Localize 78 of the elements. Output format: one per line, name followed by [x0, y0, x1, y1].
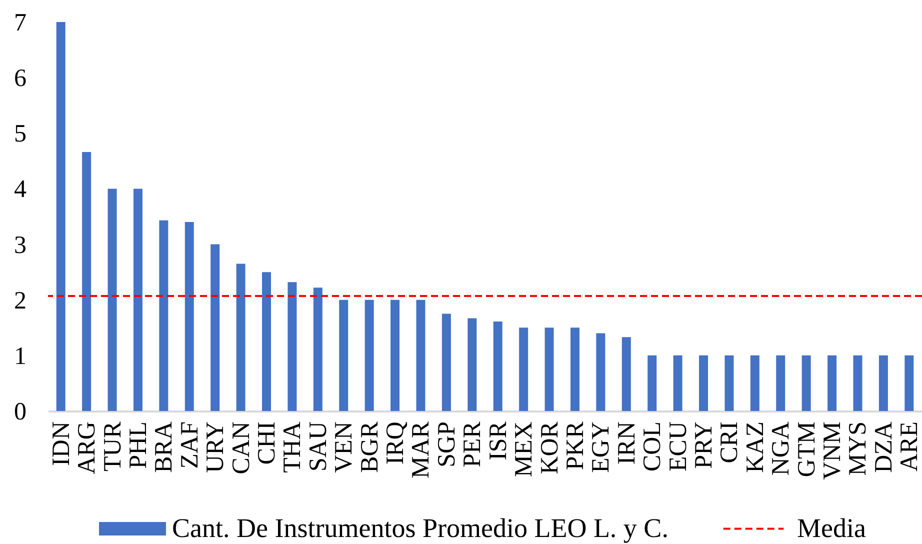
x-tick-label: EGY [588, 422, 615, 473]
bar [442, 314, 451, 411]
x-tick-label: MYS [844, 422, 872, 476]
y-tick-label: 3 [14, 232, 26, 259]
bar [544, 328, 554, 411]
bar [904, 355, 914, 411]
x-tick-label: GTM [793, 422, 820, 478]
x-tick-label: CAN [228, 422, 255, 474]
bar [159, 220, 168, 411]
x-tick-label: IDN [48, 422, 75, 466]
bar [828, 355, 837, 411]
x-tick-label: BGR [356, 421, 384, 473]
bar [596, 333, 606, 411]
x-tick-label: ARG [74, 422, 101, 474]
x-tick-label: IRN [613, 422, 640, 465]
bar [750, 355, 760, 411]
legend-label: Cant. De Instrumentos Promedio LEO L. y C. [172, 512, 668, 543]
y-tick-label: 6 [14, 65, 26, 92]
x-tick-label: PRY [690, 422, 718, 469]
bar [724, 355, 734, 411]
y-tick-label: 1 [14, 342, 26, 370]
bar [262, 272, 271, 411]
bar [390, 300, 400, 411]
bar [673, 355, 682, 411]
bar [468, 318, 477, 411]
bar [339, 300, 348, 411]
bar [236, 264, 246, 411]
bar [108, 188, 117, 411]
y-tick-label: 0 [14, 398, 26, 426]
x-tick-label: ISR [484, 421, 512, 460]
bar [184, 222, 194, 411]
x-tick-label: DZA [870, 422, 898, 473]
y-tick-label: 2 [14, 287, 26, 314]
x-tick-label: COL [639, 422, 666, 472]
bar [56, 22, 66, 411]
x-tick-label: SAU [304, 422, 332, 472]
bar [802, 355, 811, 411]
bar [133, 188, 142, 411]
x-tick-label: TUR [99, 421, 126, 472]
x-tick-label: THA [279, 422, 306, 473]
bar [622, 337, 631, 411]
bar [82, 152, 92, 411]
x-tick-label: SGP [433, 422, 460, 468]
x-tick-label: PHL [124, 422, 152, 469]
x-tick-label: ARE [896, 422, 922, 472]
x-tick-label: VNM [819, 422, 846, 480]
x-tick-label: URY [202, 422, 230, 473]
bar [313, 288, 322, 411]
y-tick-label: 4 [14, 176, 27, 204]
x-tick-label: MEX [510, 422, 538, 478]
bar [776, 355, 786, 411]
x-tick-label: PER [459, 421, 486, 468]
x-tick-label: PKR [562, 421, 589, 470]
x-tick-label: IRQ [382, 422, 410, 465]
bar [288, 282, 297, 411]
bar [570, 328, 580, 411]
bar [519, 328, 528, 411]
x-tick-label: VEN [330, 422, 358, 473]
bar [493, 322, 502, 411]
bar [853, 355, 862, 411]
x-tick-label: KOR [536, 421, 564, 474]
bar [648, 355, 657, 411]
bar [878, 355, 888, 411]
x-tick-label: ZAF [176, 422, 204, 469]
x-tick-label: BRA [150, 422, 178, 473]
x-tick-label: CRI [716, 422, 744, 464]
bar [364, 300, 374, 411]
x-tick-label: CHI [254, 422, 280, 465]
bar [699, 355, 708, 411]
bar [210, 244, 220, 411]
x-tick-label: ECU [664, 422, 692, 472]
bar [416, 300, 426, 411]
y-tick-label: 5 [14, 120, 26, 148]
x-tick-label: MAR [408, 421, 435, 478]
x-tick-label: KAZ [742, 422, 769, 473]
x-tick-label: NGA [768, 422, 795, 476]
y-tick-label: 7 [14, 10, 26, 36]
legend-label: Media [797, 512, 866, 543]
